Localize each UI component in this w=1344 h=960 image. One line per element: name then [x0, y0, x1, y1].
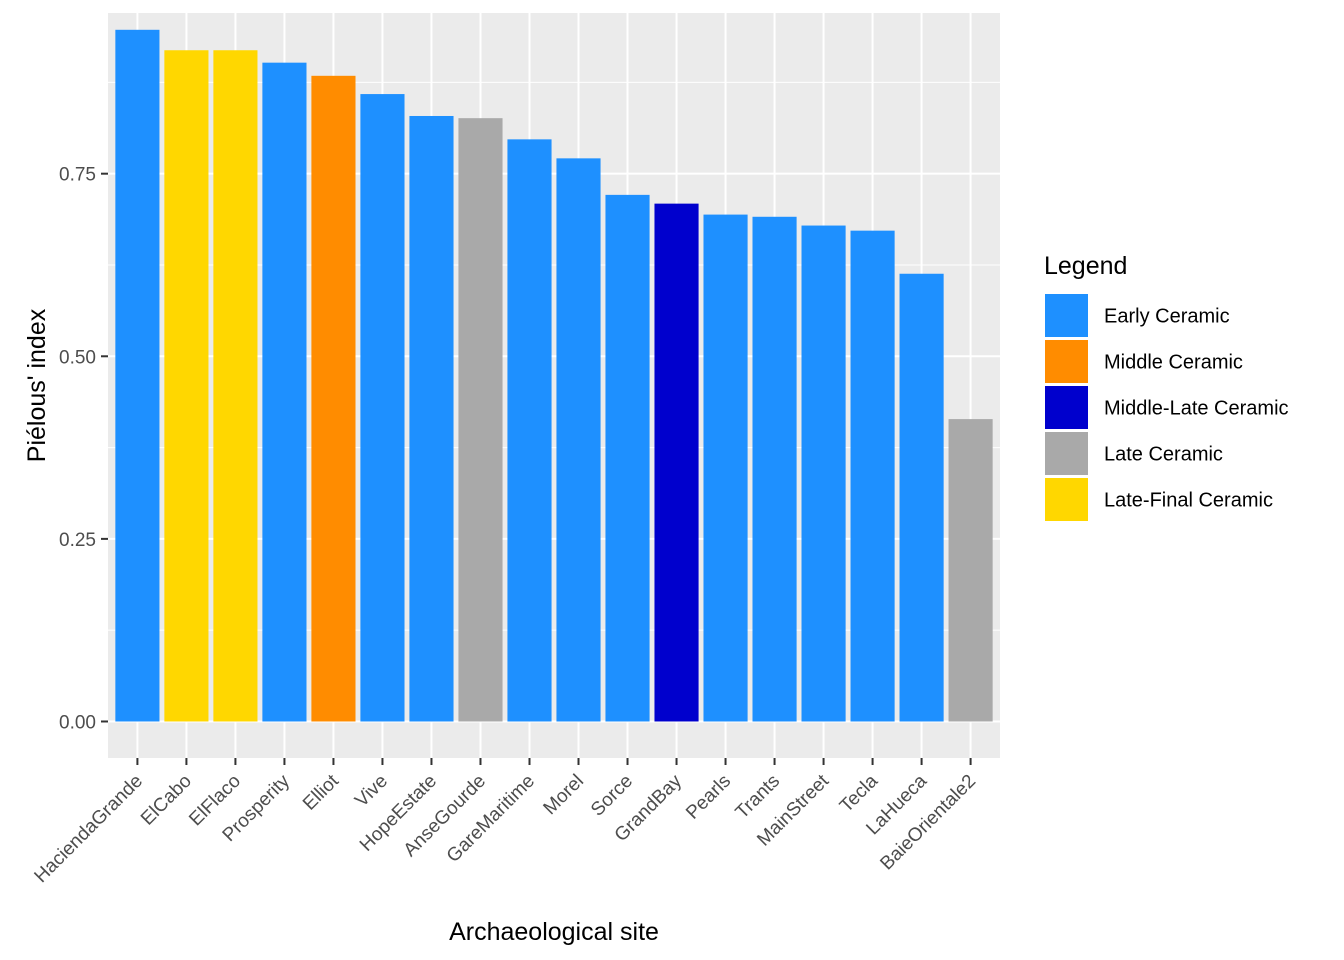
bar-haciendagrande: [115, 29, 160, 722]
legend-label-middle-ceramic: Middle Ceramic: [1104, 352, 1243, 374]
legend-label-late-ceramic: Late Ceramic: [1104, 444, 1223, 466]
bar-ansegourde: [458, 118, 503, 722]
x-tick-label-tecla: Tecla: [836, 770, 883, 817]
bar-prosperity: [262, 62, 307, 722]
legend-key-middle-ceramic: [1045, 340, 1088, 383]
bar-lahueca: [899, 273, 944, 722]
bar-elcabo: [164, 50, 209, 722]
bar-morel: [556, 158, 601, 722]
y-tick-label: 0.00: [59, 712, 96, 733]
legend-title: Legend: [1044, 252, 1127, 280]
x-tick-label-morel: Morel: [540, 771, 588, 819]
legend-key-middle-late-ceramic: [1045, 386, 1088, 429]
legend-label-late-final-ceramic: Late-Final Ceramic: [1104, 490, 1273, 512]
legend-label-early-ceramic: Early Ceramic: [1104, 306, 1230, 328]
legend: Legend Early Ceramic Middle Ceramic Middle…: [1044, 252, 1289, 521]
x-axis-title: Archaeological site: [449, 918, 659, 946]
x-tick-label-pearls: Pearls: [682, 771, 735, 824]
bars: [115, 29, 993, 722]
x-tick-label-garemaritime: GareMaritime: [443, 771, 539, 867]
legend-key-early-ceramic: [1045, 294, 1088, 337]
bar-baieorientale2: [948, 419, 993, 722]
x-tick-label-vive: Vive: [351, 771, 392, 812]
y-tick-label: 0.75: [59, 165, 96, 186]
x-tick-label-elliot: Elliot: [299, 770, 343, 814]
x-tick-label-elcabo: ElCabo: [137, 771, 196, 830]
bar-hopeestate: [409, 115, 454, 722]
legend-key-late-ceramic: [1045, 432, 1088, 475]
y-tick-label: 0.25: [59, 530, 96, 551]
bar-grandbay: [654, 203, 699, 722]
bar-tecla: [850, 230, 895, 722]
x-tick-label-haciendagrande: HaciendaGrande: [31, 771, 147, 887]
bar-sorce: [605, 194, 650, 722]
bar-garemaritime: [507, 139, 552, 722]
bar-pearls: [703, 214, 748, 722]
bar-mainstreet: [801, 225, 846, 722]
y-tick-label: 0.50: [59, 347, 96, 368]
bar-elliot: [311, 75, 356, 722]
bar-trants: [752, 216, 797, 722]
y-axis-title: Piélous' index: [23, 308, 51, 462]
bar-vive: [360, 94, 405, 722]
legend-label-middle-late-ceramic: Middle-Late Ceramic: [1104, 398, 1289, 420]
legend-key-late-final-ceramic: [1045, 478, 1088, 521]
bar-elflaco: [213, 50, 258, 722]
y-axis: 0.00 0.25 0.50 0.75: [59, 165, 108, 733]
